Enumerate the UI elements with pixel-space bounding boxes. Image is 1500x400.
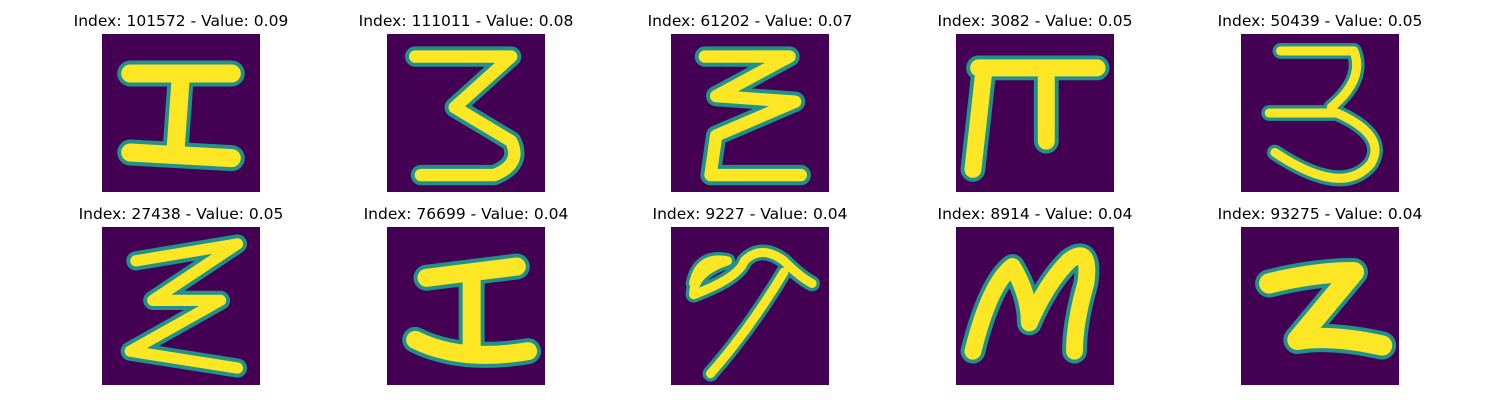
sigma-like-glyph [117,60,245,172]
script-loop-glyph [685,244,820,382]
panel-7: Index: 76699 - Value: 0.04 [351,205,581,385]
panel-title: Index: 76699 - Value: 0.04 [363,205,569,223]
glyph-image [671,34,829,192]
glyph-image [671,227,829,385]
panel-4: Index: 3082 - Value: 0.05 [920,12,1150,192]
panel-title: Index: 101572 - Value: 0.09 [73,12,289,30]
panel-5: Index: 50439 - Value: 0.05 [1205,12,1435,192]
panel-title: Index: 8914 - Value: 0.04 [937,205,1133,223]
pi-like-glyph [960,55,1110,182]
glyph-image [1241,34,1399,192]
three-like-glyph [405,46,525,186]
panel-title: Index: 27438 - Value: 0.05 [78,205,284,223]
panel-title: Index: 9227 - Value: 0.04 [652,205,848,223]
letter-m-glyph [960,243,1100,364]
panel-9: Index: 8914 - Value: 0.04 [920,205,1150,385]
panel-3: Index: 61202 - Value: 0.07 [635,12,865,192]
glyph-image [956,34,1114,192]
panel-6: Index: 27438 - Value: 0.05 [66,205,296,385]
glyph-image [387,227,545,385]
glyph-image [102,227,260,385]
z-stack-glyph [694,46,811,186]
glyph-image [956,227,1114,385]
panel-8: Index: 9227 - Value: 0.04 [635,205,865,385]
panel-2: Index: 111011 - Value: 0.08 [351,12,581,192]
panel-10: Index: 93275 - Value: 0.04 [1205,205,1435,385]
glyph-image [1241,227,1399,385]
glyph-image [102,34,260,192]
panel-title: Index: 61202 - Value: 0.07 [647,12,853,30]
panel-1: Index: 101572 - Value: 0.09 [66,12,296,192]
capital-i-glyph [402,253,542,368]
panel-title: Index: 3082 - Value: 0.05 [937,12,1133,30]
three-open-glyph [1261,43,1383,187]
panel-title: Index: 111011 - Value: 0.08 [358,12,574,30]
glyph-image [387,34,545,192]
panel-title: Index: 93275 - Value: 0.04 [1217,205,1423,223]
letter-z-glyph [1255,258,1397,360]
panel-title: Index: 50439 - Value: 0.05 [1217,12,1423,30]
sigma-thin-glyph [120,234,248,378]
